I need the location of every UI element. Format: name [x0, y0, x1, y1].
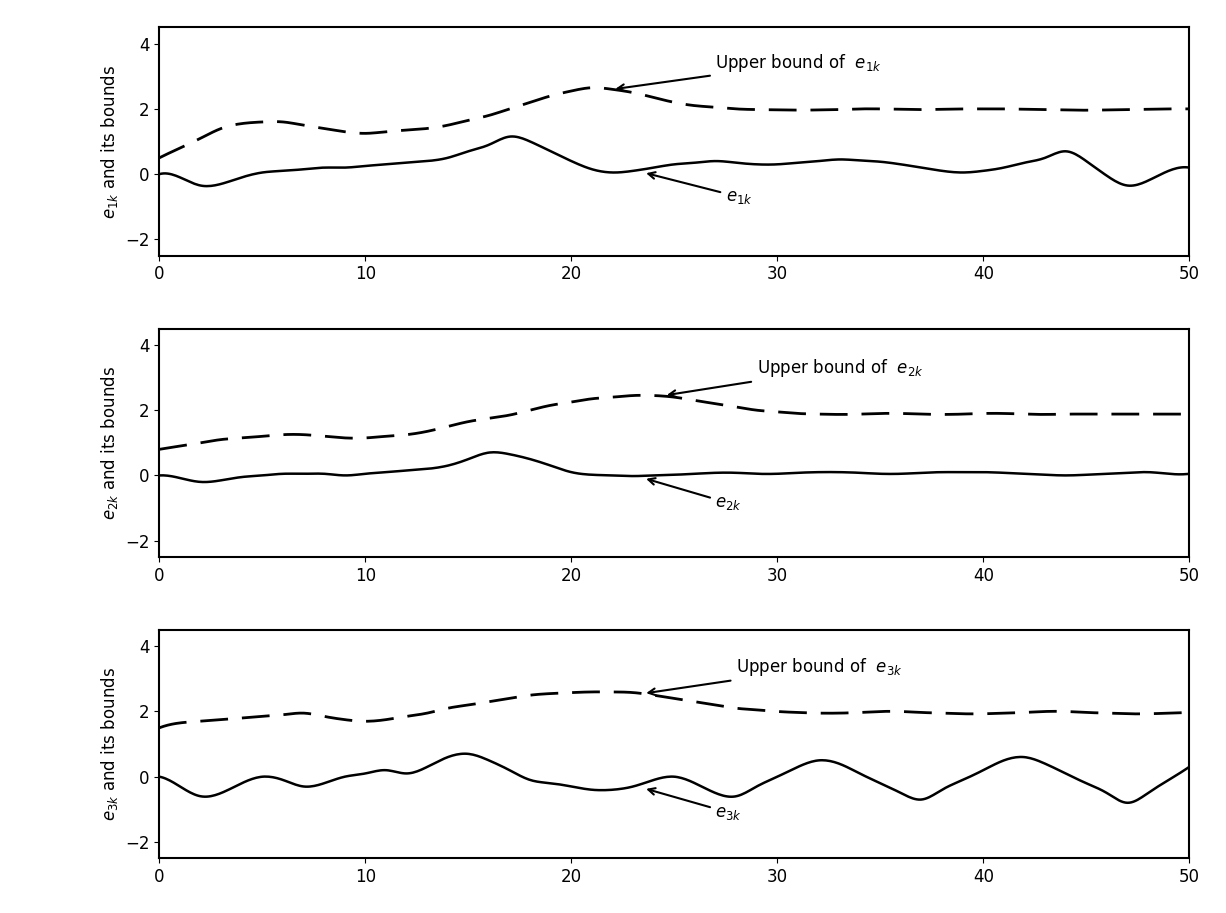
Text: $e_{3k}$: $e_{3k}$: [649, 788, 742, 822]
Text: $e_{2k}$: $e_{2k}$: [649, 478, 742, 512]
Text: Upper bound of  $e_{1k}$: Upper bound of $e_{1k}$: [618, 52, 881, 91]
Y-axis label: $e_{2k}$ and its bounds: $e_{2k}$ and its bounds: [98, 366, 120, 519]
Text: Upper bound of  $e_{2k}$: Upper bound of $e_{2k}$: [669, 357, 923, 397]
Y-axis label: $e_{3k}$ and its bounds: $e_{3k}$ and its bounds: [98, 667, 120, 821]
Text: Upper bound of  $e_{3k}$: Upper bound of $e_{3k}$: [649, 656, 902, 695]
Text: $e_{1k}$: $e_{1k}$: [649, 173, 753, 206]
Y-axis label: $e_{1k}$ and its bounds: $e_{1k}$ and its bounds: [98, 65, 120, 218]
